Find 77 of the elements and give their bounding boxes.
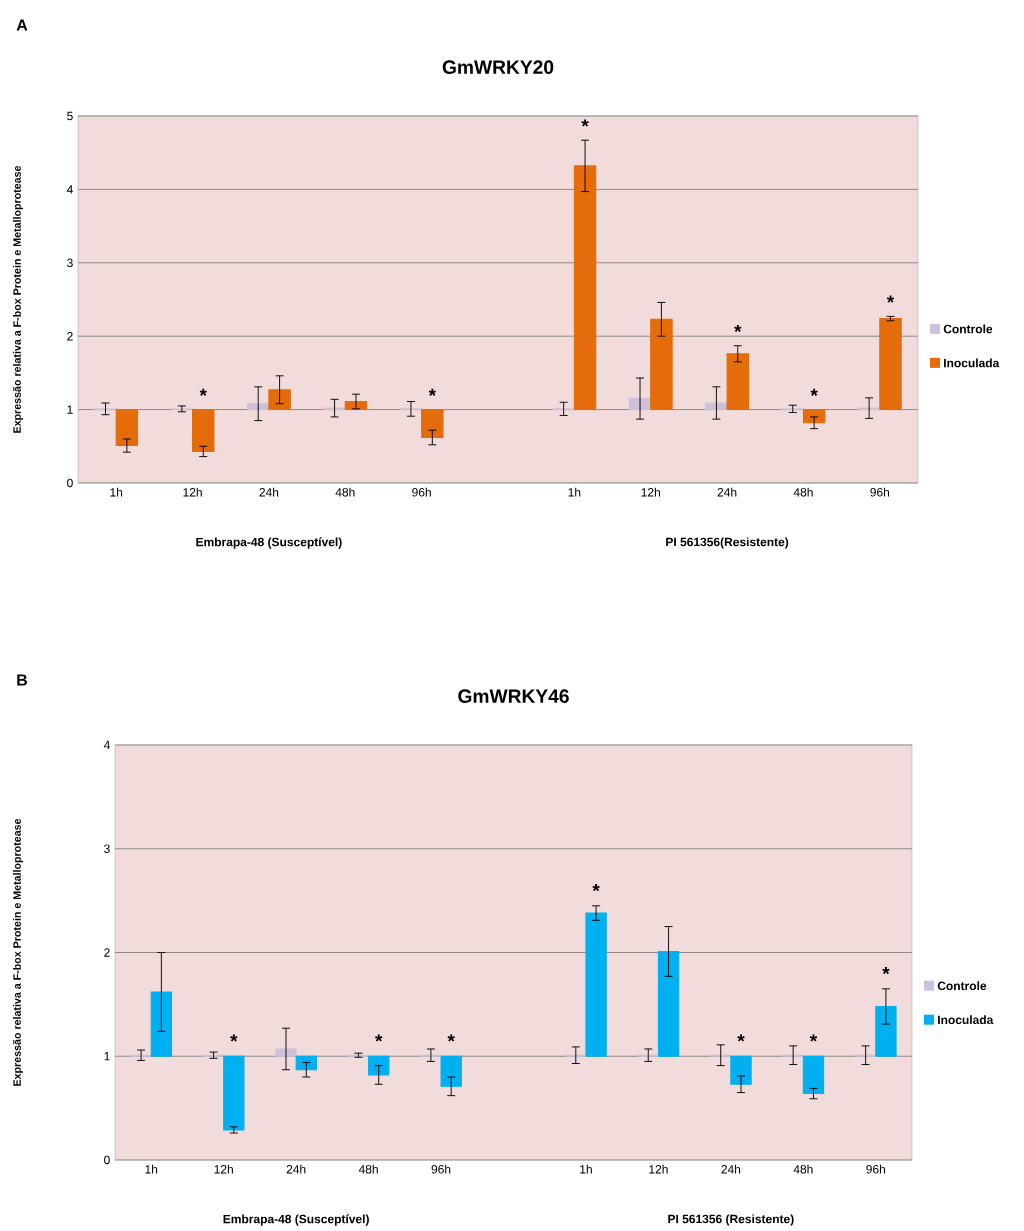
- bar: [573, 165, 597, 411]
- y-tick-label: 3: [67, 258, 73, 268]
- x-tick-label: 48h: [358, 1164, 378, 1174]
- text: Embrapa-48 (Susceptível): [196, 537, 342, 549]
- x-tick-label: 1h: [580, 1164, 592, 1174]
- y-axis-title: Expressão relativa a F-box Protein e Metalloprotease: [13, 818, 23, 1086]
- bar: [730, 1055, 752, 1085]
- text: A: [16, 19, 28, 31]
- data-label: *: [375, 1034, 383, 1042]
- data-label: *: [882, 967, 890, 975]
- bar: [875, 1005, 897, 1057]
- text: B: [17, 674, 28, 686]
- x-tick-label: 96h: [870, 487, 890, 497]
- y-tick-label: 4: [66, 185, 73, 194]
- text: PI 561356 (Resistente): [668, 1214, 794, 1226]
- bar: [879, 318, 902, 411]
- chart-title: GmWRKY20: [442, 60, 554, 74]
- bar: [440, 1055, 462, 1087]
- x-tick-label: 96h: [412, 487, 431, 497]
- data-label: *: [592, 884, 600, 892]
- bar: [585, 912, 607, 1057]
- data-label: *: [428, 388, 437, 396]
- y-tick-label: 5: [67, 111, 73, 121]
- chart-title: GmWRKY46: [458, 689, 569, 703]
- y-tick-label: 2: [67, 332, 73, 341]
- y-tick-label: 0: [104, 1155, 110, 1165]
- text: Embrapa-48 (Susceptível): [223, 1214, 369, 1226]
- bar: [421, 409, 444, 439]
- y-axis-title: Expressão relativa a F-box Protein e Metalloprotease: [13, 165, 23, 433]
- data-label: *: [199, 388, 207, 396]
- legend-label: Inoculada: [944, 358, 1000, 368]
- x-tick-label: 1h: [568, 487, 581, 497]
- x-tick-label: 48h: [335, 487, 355, 497]
- bar: [115, 409, 139, 447]
- x-tick-label: 12h: [649, 1164, 668, 1174]
- x-tick-label: 12h: [183, 487, 202, 497]
- x-tick-label: 24h: [259, 487, 279, 497]
- x-tick-label: 96h: [431, 1164, 451, 1174]
- x-tick-label: 48h: [793, 487, 813, 497]
- x-tick-label: 1h: [145, 1164, 158, 1174]
- data-label: *: [810, 388, 818, 396]
- bar: [802, 1055, 825, 1095]
- y-tick-label: 1: [104, 1052, 110, 1061]
- y-tick-label: 2: [104, 948, 110, 957]
- x-tick-label: 48h: [793, 1164, 813, 1174]
- bar: [368, 1055, 390, 1076]
- data-label: *: [734, 324, 742, 333]
- bar: [705, 402, 728, 411]
- bar: [657, 950, 680, 1057]
- bar: [223, 1055, 245, 1131]
- x-tick-label: 24h: [717, 487, 737, 497]
- data-label: *: [737, 1034, 745, 1042]
- legend-label: Controle: [937, 981, 987, 991]
- data-label: *: [230, 1034, 238, 1042]
- data-label: *: [809, 1034, 818, 1042]
- bar: [192, 409, 215, 452]
- x-tick-label: 12h: [214, 1164, 233, 1174]
- bar: [802, 409, 826, 424]
- y-tick-label: 0: [67, 478, 73, 488]
- bar: [295, 1055, 317, 1071]
- legend-label: Inoculada: [938, 1015, 994, 1025]
- data-label: *: [886, 295, 895, 303]
- x-tick-label: 96h: [866, 1164, 885, 1174]
- bar: [650, 318, 673, 411]
- data-label: *: [581, 119, 589, 127]
- x-tick-label: 1h: [110, 487, 123, 497]
- bar: [246, 403, 270, 411]
- y-tick-label: 3: [104, 844, 110, 853]
- y-tick-label: 1: [67, 405, 73, 414]
- bar: [726, 353, 750, 411]
- legend-label: Controle: [943, 324, 993, 334]
- x-tick-label: 24h: [721, 1164, 741, 1174]
- y-tick-label: 4: [103, 740, 110, 750]
- text: PI 561356(Resistente): [666, 537, 789, 549]
- x-tick-label: 24h: [286, 1164, 306, 1174]
- x-tick-label: 12h: [641, 487, 660, 497]
- data-label: *: [447, 1034, 455, 1042]
